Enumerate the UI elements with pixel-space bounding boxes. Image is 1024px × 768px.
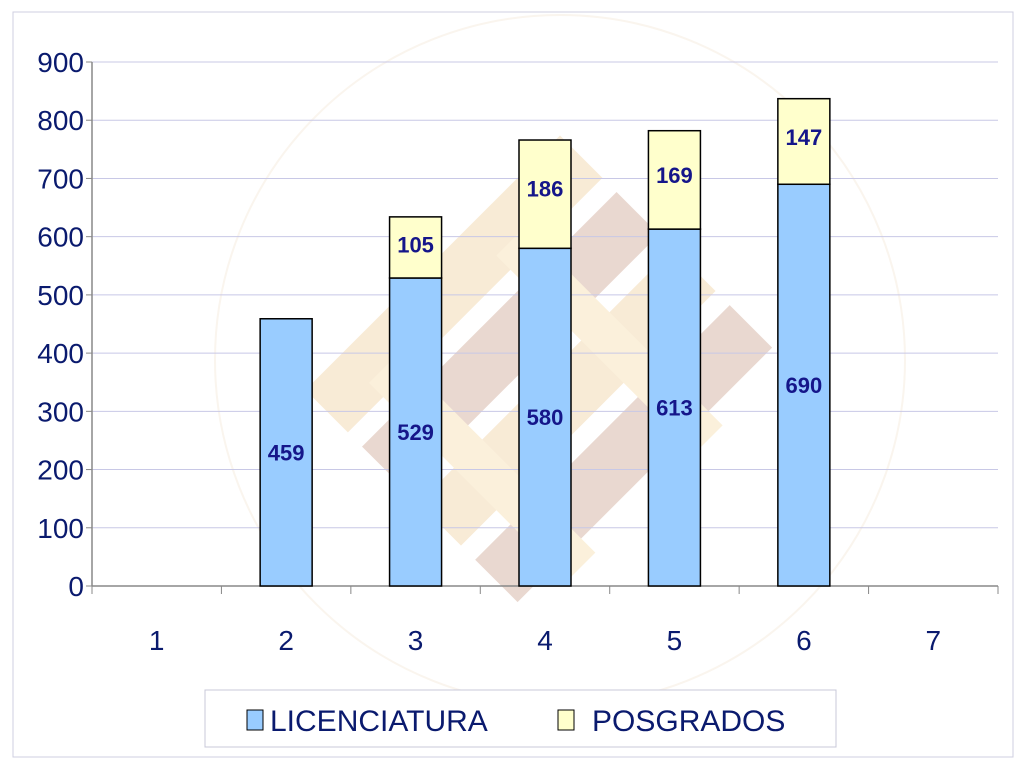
y-tick-label: 300	[37, 396, 84, 427]
data-label-posgrados: 169	[656, 163, 693, 188]
data-label-licenciatura: 529	[397, 420, 434, 445]
data-label-posgrados: 105	[397, 232, 434, 257]
bar-licenciatura	[518, 247, 572, 587]
bar-licenciatura	[259, 318, 313, 587]
legend-label-licenciatura: LICENCIATURA	[270, 705, 488, 738]
legend: LICENCIATURA POSGRADOS	[204, 689, 837, 748]
y-tick-label: 200	[37, 455, 84, 486]
bar-posgrados	[647, 129, 702, 230]
y-tick-label: 700	[37, 163, 84, 194]
y-tick-label: 900	[37, 47, 84, 78]
x-tick-label: 2	[278, 625, 294, 656]
y-tick-label: 800	[37, 105, 84, 136]
data-labels: 459 529 105 580 186 613 169 690 147	[268, 125, 822, 465]
data-label-licenciatura: 613	[656, 396, 693, 421]
y-tick-label: 600	[37, 222, 84, 253]
y-tick-label: 500	[37, 280, 84, 311]
data-label-licenciatura: 690	[785, 373, 822, 398]
data-label-licenciatura: 580	[527, 405, 564, 430]
y-tick-label: 0	[68, 571, 84, 602]
slide-frame	[12, 11, 1014, 758]
x-tick-label: 6	[796, 625, 812, 656]
axes: 0 100 200 300 400 500 600 700 800 900 1 2 3 4 5 6 7	[37, 47, 999, 656]
x-tick-label: 3	[408, 625, 424, 656]
data-label-licenciatura: 459	[268, 440, 305, 465]
bar-licenciatura	[388, 277, 443, 587]
x-tick-label: 1	[149, 625, 165, 656]
data-label-posgrados: 147	[785, 125, 822, 150]
bars	[259, 97, 831, 587]
bar-licenciatura	[647, 228, 702, 587]
data-label-posgrados: 186	[527, 177, 564, 202]
legend-swatch-posgrados	[557, 709, 575, 731]
bar-posgrados	[388, 216, 443, 279]
bar-licenciatura	[777, 183, 831, 587]
bar-posgrados	[518, 139, 572, 250]
legend-box	[204, 689, 837, 748]
x-tick-label: 5	[667, 625, 683, 656]
x-tick-label: 7	[925, 625, 941, 656]
x-tick-label: 4	[537, 625, 553, 656]
legend-label-posgrados: POSGRADOS	[592, 705, 785, 738]
legend-swatch-licenciatura	[246, 709, 264, 731]
bar-posgrados	[777, 97, 831, 186]
y-tick-label: 100	[37, 513, 84, 544]
y-tick-label: 400	[37, 338, 84, 369]
